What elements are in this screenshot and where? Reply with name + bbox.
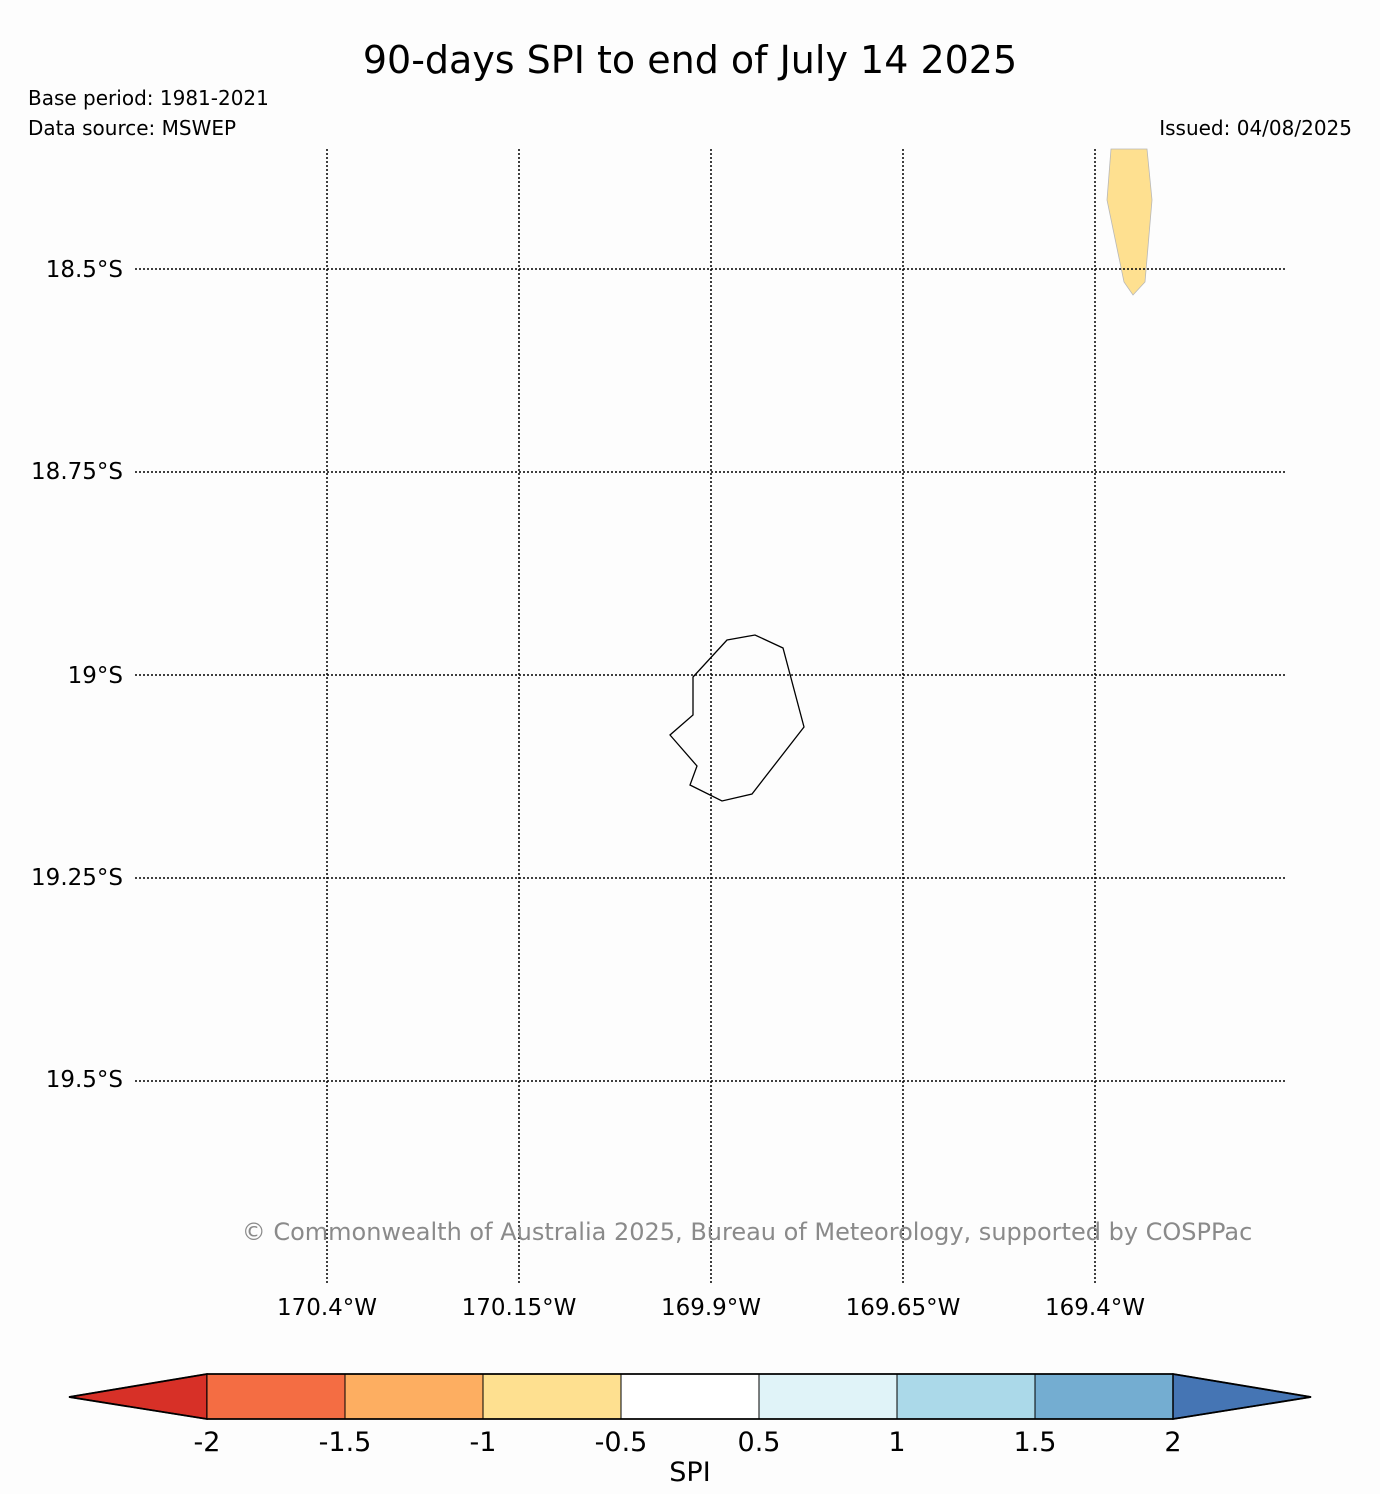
colorbar-segment-4 xyxy=(620,1373,760,1420)
lon-label-3: 169.9°W xyxy=(661,1295,761,1321)
lon-label-2: 170.15°W xyxy=(462,1295,577,1321)
base-period-note: Base period: 1981-2021 xyxy=(28,86,269,110)
colorbar-segment-6 xyxy=(896,1373,1036,1420)
spi-dry-region xyxy=(1106,148,1153,296)
lon-label-1: 170.4°W xyxy=(277,1295,377,1321)
colorbar-extend-high xyxy=(1172,1373,1312,1420)
colorbar-tick-7: 1.5 xyxy=(1014,1427,1057,1458)
lat-label-5: 19.5°S xyxy=(46,1067,123,1093)
copyright-notice: © Commonwealth of Australia 2025, Bureau… xyxy=(242,1218,1253,1246)
colorbar-segment-2 xyxy=(344,1373,484,1420)
map-title: 90-days SPI to end of July 14 2025 xyxy=(362,38,1018,82)
lon-label-4: 169.65°W xyxy=(846,1295,961,1321)
lat-label-1: 18.5°S xyxy=(46,257,123,283)
colorbar-segment-7 xyxy=(1034,1373,1174,1420)
colorbar-tick-6: 1 xyxy=(888,1427,905,1458)
colorbar-extend-low xyxy=(68,1373,208,1420)
colorbar-segment-5 xyxy=(758,1373,898,1420)
colorbar-tick-5: 0.5 xyxy=(738,1427,781,1458)
lat-label-4: 19.25°S xyxy=(31,865,123,891)
colorbar-label: SPI xyxy=(669,1457,710,1488)
lat-label-3: 19°S xyxy=(68,663,123,689)
spi-colorbar xyxy=(68,1373,1312,1420)
island-coastline xyxy=(669,634,805,802)
data-source-note: Data source: MSWEP xyxy=(28,116,237,140)
issued-date: Issued: 04/08/2025 xyxy=(1159,116,1352,140)
colorbar-segment-1 xyxy=(206,1373,346,1420)
colorbar-segment-3 xyxy=(482,1373,622,1420)
lat-label-2: 18.75°S xyxy=(31,459,123,485)
colorbar-tick-2: -1.5 xyxy=(319,1427,372,1458)
colorbar-tick-3: -1 xyxy=(470,1427,497,1458)
lon-label-5: 169.4°W xyxy=(1045,1295,1145,1321)
colorbar-tick-1: -2 xyxy=(194,1427,221,1458)
colorbar-tick-4: -0.5 xyxy=(595,1427,648,1458)
colorbar-tick-8: 2 xyxy=(1164,1427,1181,1458)
